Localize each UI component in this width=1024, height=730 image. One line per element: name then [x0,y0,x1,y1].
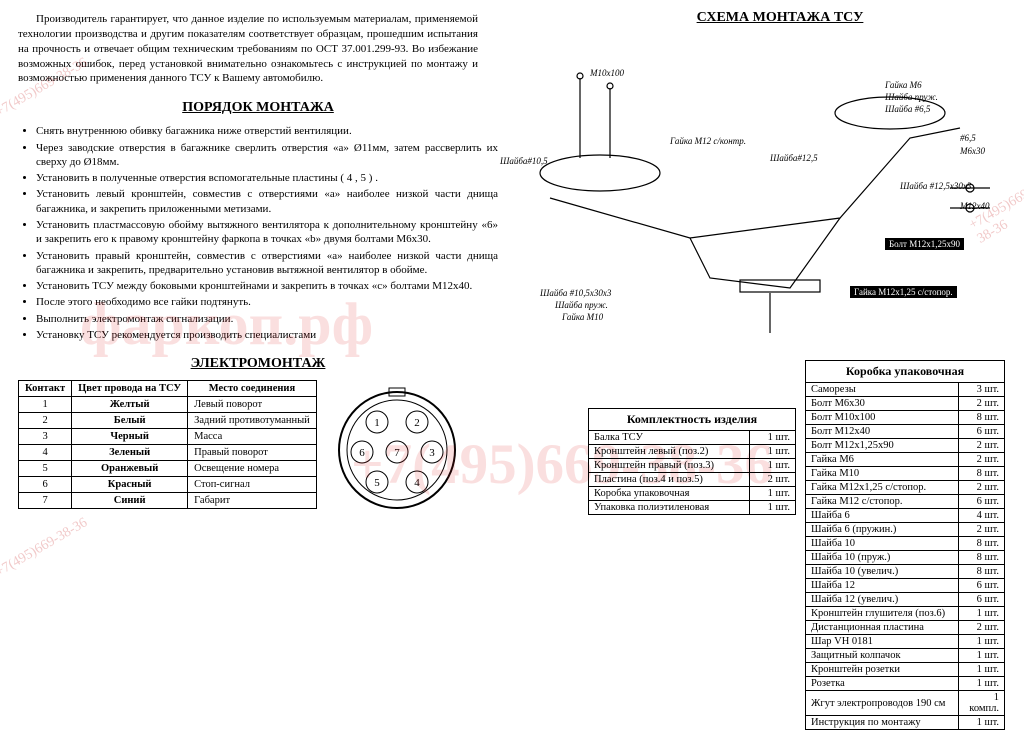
wiring-table: КонтактЦвет провода на ТСУМесто соединен… [18,380,317,509]
table-row: Болт М10х1008 шт. [806,411,1005,425]
order-item: Выполнить электромонтаж сигнализации. [36,312,498,326]
svg-text:3: 3 [429,447,435,459]
svg-text:7: 7 [394,447,400,459]
table-row: Упаковка полиэтиленовая1 шт. [589,501,796,515]
parts-table: Комплектность изделия Балка ТСУ1 шт.Крон… [588,408,796,515]
order-item: После этого необходимо все гайки подтяну… [36,295,498,309]
col-header: Контакт [19,381,72,397]
table-row: Гайка М12 с/стопор.6 шт. [806,495,1005,509]
schema-diagram: М10х100 Шайба#10,5 Гайка М12 с/контр. Ша… [490,38,1000,338]
connector-diagram: 1 2 3 4 5 6 7 [327,380,467,520]
svg-text:2: 2 [414,417,420,429]
label: Шайба пруж. [555,300,608,310]
table-row: Шар VH 01811 шт. [806,635,1005,649]
table-row: Болт М6х302 шт. [806,397,1005,411]
table-row: Гайка М108 шт. [806,467,1005,481]
table-row: Гайка М12х1,25 с/стопор.2 шт. [806,481,1005,495]
table-row: Кронштейн розетки1 шт. [806,663,1005,677]
tag: Гайка М12х1,25 с/стопор. [850,286,957,298]
table-row: 6КрасныйСтоп-сигнал [19,477,317,493]
intro-text: Производитель гарантирует, что данное из… [18,12,478,86]
table-row: Шайба 64 шт. [806,509,1005,523]
order-list: Снять внутреннюю обивку багажника ниже о… [18,124,498,342]
table-row: Кронштейн правый (поз.3)1 шт. [589,459,796,473]
order-item: Установить пластмассовую обойму вытяжног… [36,218,498,247]
svg-text:5: 5 [374,477,380,489]
table-row: Болт М12х1,25х902 шт. [806,439,1005,453]
table-row: 5ОранжевыйОсвещение номера [19,461,317,477]
svg-text:6: 6 [359,447,365,459]
table-row: Шайба 12 (увелич.)6 шт. [806,593,1005,607]
table-row: Шайба 108 шт. [806,537,1005,551]
label: Шайба #10,5х30х3 [540,288,611,298]
table-row: 1ЖелтыйЛевый поворот [19,397,317,413]
label: Гайка М6 [885,80,922,90]
col-header: Цвет провода на ТСУ [72,381,188,397]
tag: Болт М12х1,25х90 [885,238,964,250]
table-row: Саморезы3 шт. [806,383,1005,397]
table-row: Инструкция по монтажу1 шт. [806,716,1005,730]
label: #6,5 [960,133,976,143]
table-row: 7СинийГабарит [19,493,317,509]
order-item: Установку ТСУ рекомендуется производить … [36,328,498,342]
label: М10х100 [590,68,624,78]
table-row: Шайба 126 шт. [806,579,1005,593]
label: Шайба пруж. [885,92,938,102]
table-row: Шайба 10 (увелич.)8 шт. [806,565,1005,579]
schema-title: СХЕМА МОНТАЖА ТСУ [640,10,920,26]
order-item: Снять внутреннюю обивку багажника ниже о… [36,124,498,138]
table-row: 4ЗеленыйПравый поворот [19,445,317,461]
left-column: Производитель гарантирует, что данное из… [18,12,498,520]
table-row: Жгут электропроводов 190 см1 компл. [806,691,1005,716]
table-row: Гайка М62 шт. [806,453,1005,467]
order-item: Установить правый кронштейн, совместив с… [36,249,498,278]
order-item: Установить левый кронштейн, совместив с … [36,187,498,216]
table-row: Шайба 6 (пружин.)2 шт. [806,523,1005,537]
label: М12х40 [960,201,990,211]
table-row: Шайба 10 (пруж.)8 шт. [806,551,1005,565]
label: Гайка М10 [562,312,603,322]
order-item: Через заводские отверстия в багажнике св… [36,141,498,170]
table-row: Коробка упаковочная1 шт. [589,487,796,501]
label: Гайка М12 с/контр. [670,136,746,146]
table-row: 3ЧерныйМасса [19,429,317,445]
box-title: Коробка упаковочная [806,361,1005,383]
label: Шайба#12,5 [770,153,818,163]
table-row: Болт М12х406 шт. [806,425,1005,439]
table-row: Дистанционная пластина2 шт. [806,621,1005,635]
table-row: Кронштейн глушителя (поз.6)1 шт. [806,607,1005,621]
label: Шайба#10,5 [500,156,548,166]
col-header: Место соединения [188,381,317,397]
table-row: Пластина (поз.4 и поз.5)2 шт. [589,473,796,487]
watermark-small: +7(495)669-38-36 [0,515,91,581]
table-row: Защитный колпачок1 шт. [806,649,1005,663]
table-row: Балка ТСУ1 шт. [589,431,796,445]
label: М6х30 [960,146,985,156]
table-row: Кронштейн левый (поз.2)1 шт. [589,445,796,459]
table-row: 2БелыйЗадний противотуманный [19,413,317,429]
table-row: Розетка1 шт. [806,677,1005,691]
elektro-title: ЭЛЕКТРОМОНТАЖ [18,356,498,372]
box-table: Коробка упаковочная Саморезы3 шт.Болт М6… [805,360,1005,730]
order-item: Установить ТСУ между боковыми кронштейна… [36,279,498,293]
svg-text:1: 1 [374,417,380,429]
svg-text:4: 4 [414,477,420,489]
parts-title: Комплектность изделия [589,409,796,431]
label: Шайба #6,5 [885,104,930,114]
label: Шайба #12,5х30х3 [900,181,971,191]
order-title: ПОРЯДОК МОНТАЖА [18,100,498,116]
order-item: Установить в полученные отверстия вспомо… [36,171,498,185]
